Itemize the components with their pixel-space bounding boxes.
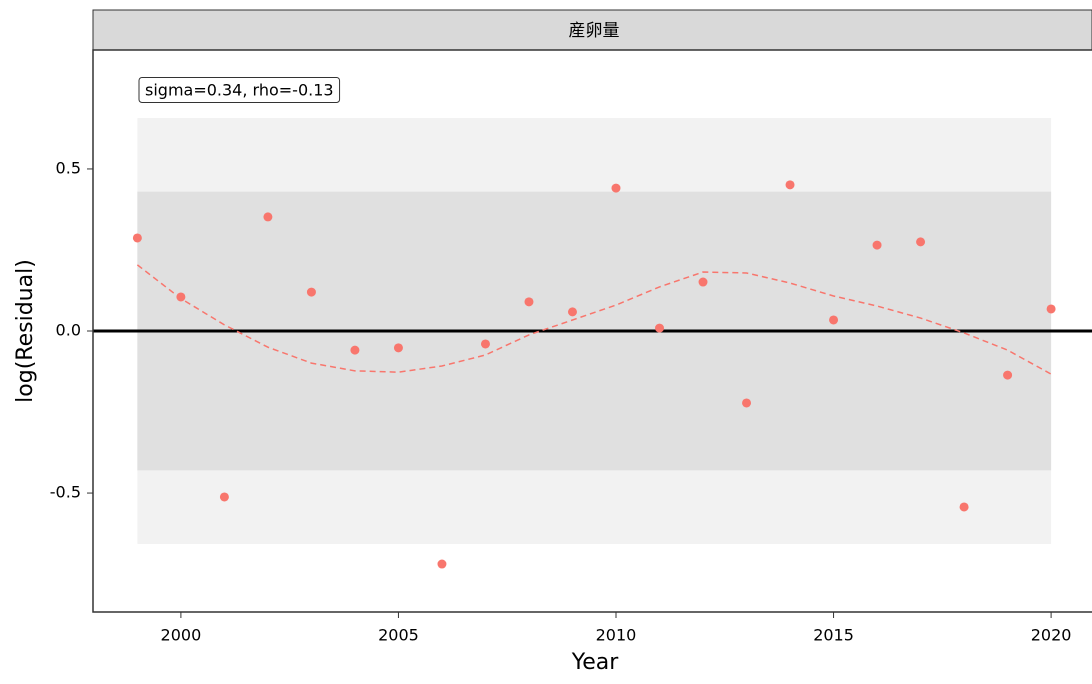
point bbox=[698, 277, 708, 287]
point bbox=[393, 343, 403, 353]
point bbox=[219, 492, 229, 502]
x-tick-label: 2005 bbox=[378, 626, 419, 645]
y-tick-label: 0.5 bbox=[56, 158, 81, 177]
point bbox=[959, 502, 969, 512]
point bbox=[176, 292, 186, 302]
point bbox=[611, 183, 621, 193]
x-axis-label: Year bbox=[571, 650, 620, 675]
point bbox=[306, 287, 316, 297]
point bbox=[480, 339, 490, 349]
y-axis-label: log(Residual) bbox=[13, 259, 38, 403]
point bbox=[350, 345, 360, 355]
point bbox=[742, 398, 752, 408]
point bbox=[655, 323, 665, 333]
smooth-line bbox=[136, 264, 1052, 375]
point bbox=[132, 233, 142, 243]
strip-label: 産卵量 bbox=[569, 21, 620, 41]
point bbox=[524, 297, 534, 307]
x-tick-label: 2015 bbox=[813, 626, 854, 645]
point bbox=[263, 212, 273, 222]
annotation-box bbox=[138, 77, 341, 103]
x-tick-label: 2000 bbox=[161, 626, 202, 645]
point bbox=[785, 180, 795, 190]
x-tick-label: 2010 bbox=[596, 626, 637, 645]
y-tick-label: -0.5 bbox=[50, 483, 81, 502]
x-tick-label: 2020 bbox=[1031, 626, 1072, 645]
point bbox=[872, 240, 882, 250]
point bbox=[829, 315, 839, 325]
facet-strip bbox=[92, 9, 1092, 51]
point bbox=[437, 559, 447, 569]
point bbox=[916, 237, 926, 247]
point bbox=[1003, 370, 1013, 380]
y-tick-label: 0.0 bbox=[56, 321, 81, 340]
point bbox=[1046, 304, 1056, 314]
point bbox=[567, 307, 577, 317]
annotation: sigma=0.34, rho=-0.13 bbox=[145, 81, 334, 100]
